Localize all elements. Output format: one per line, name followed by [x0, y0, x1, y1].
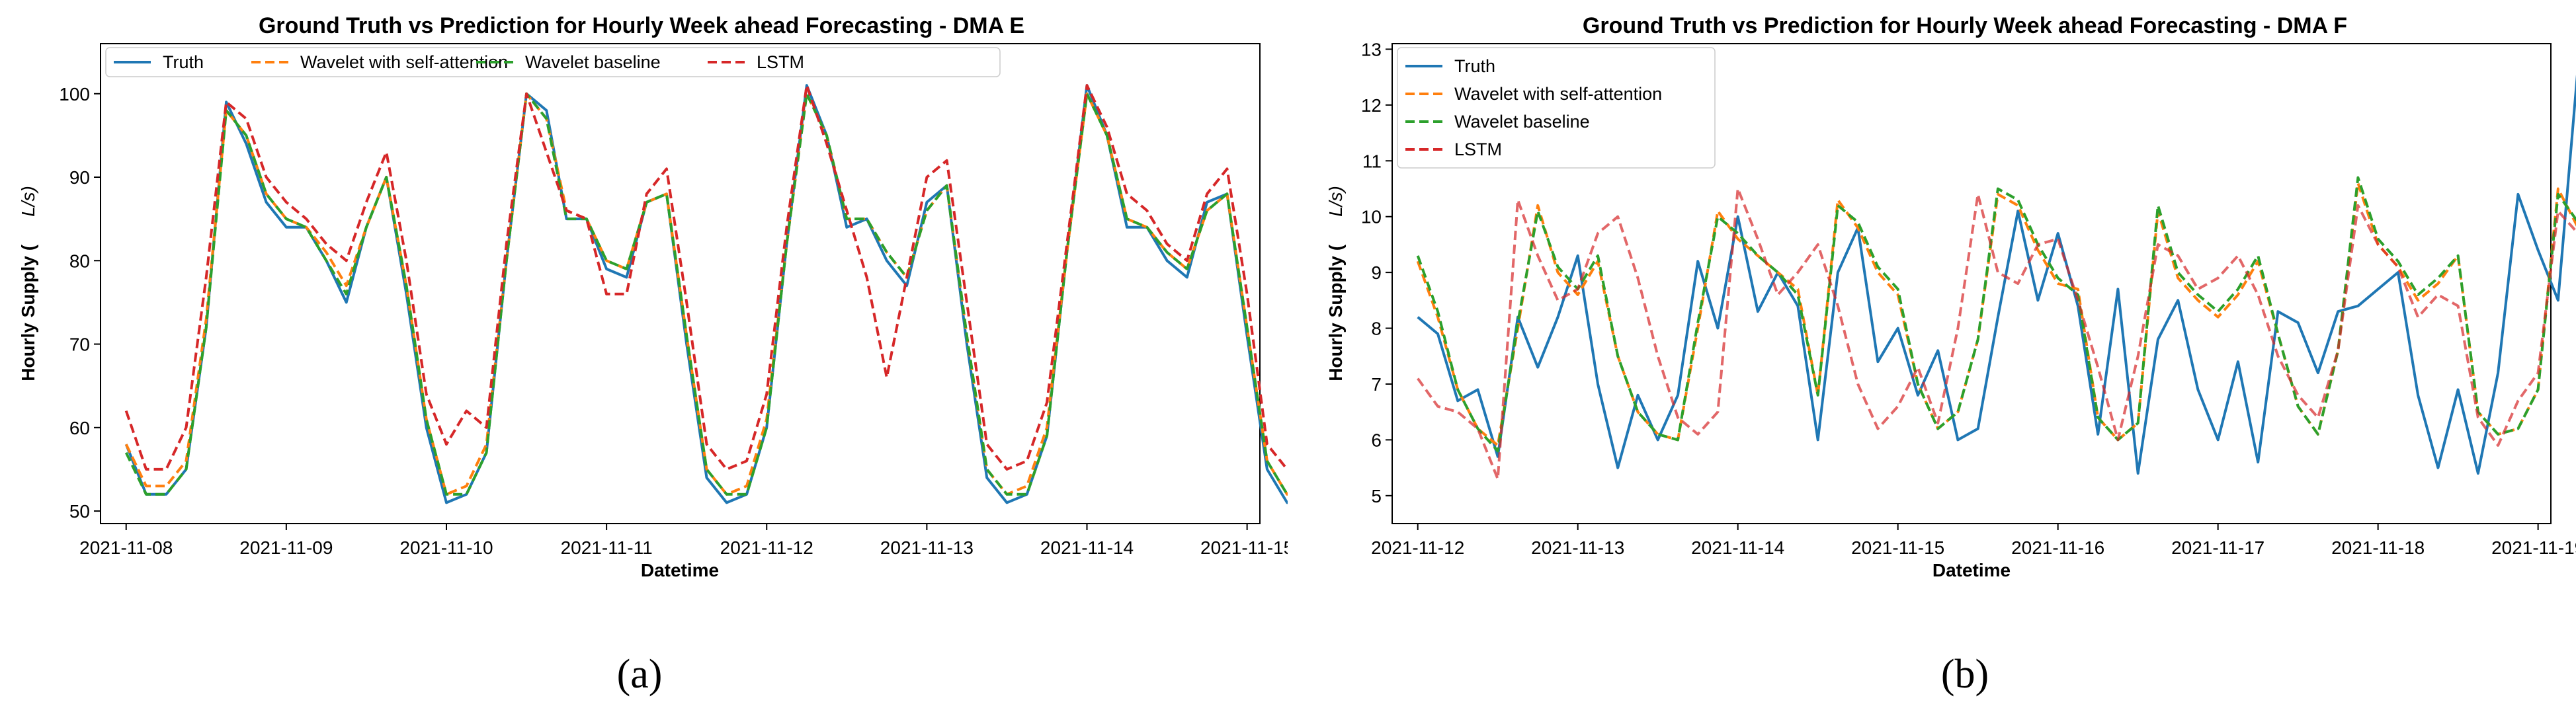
y-tick-label: 13	[1361, 39, 1382, 59]
legend-label-wavelet-baseline: Wavelet baseline	[1454, 112, 1590, 132]
x-tick-label: 2021-11-08	[79, 537, 173, 558]
y-tick-label: 5	[1371, 486, 1382, 506]
chart-b-panel-label: (b)	[1941, 652, 1989, 697]
x-tick-label: 2021-11-10	[399, 537, 493, 558]
x-tick-label: 2021-11-15	[1851, 537, 1944, 558]
x-tick-label: 2021-11-17	[2171, 537, 2264, 558]
series-line-wavelet-with-self-attention	[124, 67, 2069, 496]
y-tick-label: 12	[1361, 95, 1382, 116]
y-tick-label: 7	[1371, 374, 1382, 395]
series-line-truth	[1417, 74, 2576, 475]
chart-a-x-axis: 2021-11-08 2021-11-09 2021-11-10 2021-11-11…	[79, 524, 1294, 558]
chart-b-legend-box	[1397, 47, 1716, 169]
x-tick-label: 2021-11-15	[1200, 537, 1288, 558]
chart-a-svg: Ground Truth vs Prediction for Hourly We…	[18, 13, 2069, 697]
legend-label-lstm: LSTM	[1454, 139, 1502, 159]
y-tick-label: 60	[69, 418, 90, 438]
chart-b-y-axis-label: Hourly Supply ( L/s)	[1325, 186, 1346, 381]
series-line-wavelet-baseline	[124, 67, 2069, 496]
chart-a-x-axis-label: Datetime	[641, 560, 719, 580]
x-tick-label: 2021-11-16	[2011, 537, 2104, 558]
x-tick-label: 2021-11-19	[2491, 537, 2576, 558]
chart-a-legend: Truth Wavelet with self-attention Wavelet …	[105, 47, 1001, 77]
chart-b-series-lines	[1416, 74, 2576, 481]
legend-label-wavelet-baseline: Wavelet baseline	[525, 52, 661, 72]
y-tick-label: 6	[1371, 430, 1382, 450]
chart-a-y-axis: 50 60 70 80 90 100	[59, 84, 101, 522]
series-line-wavelet-with-self-attention	[1416, 182, 2576, 447]
chart-b-svg: Ground Truth vs Prediction for Hourly We…	[1325, 13, 2576, 697]
chart-b-x-axis-label: Datetime	[1932, 560, 2011, 580]
chart-b-title: Ground Truth vs Prediction for Hourly We…	[1583, 13, 2347, 38]
series-line-wavelet-baseline	[1416, 176, 2576, 453]
chart-panel-b: Ground Truth vs Prediction for Hourly We…	[1288, 0, 2576, 705]
chart-a-y-axis-label-unit: L/s)	[18, 186, 38, 217]
legend-label-truth: Truth	[1454, 56, 1495, 76]
chart-a-legend-box	[105, 47, 1001, 77]
y-tick-label: 100	[59, 84, 90, 104]
x-tick-label: 2021-11-14	[1691, 537, 1784, 558]
y-tick-label: 8	[1371, 319, 1382, 339]
chart-a-y-axis-label-main: Hourly Supply (	[18, 244, 38, 381]
y-tick-label: 70	[69, 334, 90, 355]
x-tick-label: 2021-11-13	[1531, 537, 1624, 558]
x-tick-label: 2021-11-18	[2331, 537, 2425, 558]
chart-panel-a: Ground Truth vs Prediction for Hourly We…	[0, 0, 2069, 705]
x-tick-label: 2021-11-12	[1371, 537, 1464, 558]
y-tick-label: 80	[69, 251, 90, 271]
y-tick-label: 11	[1362, 151, 1382, 171]
chart-a-y-axis-label: Hourly Supply ( L/s)	[18, 186, 38, 381]
y-tick-label: 10	[1361, 207, 1382, 227]
y-tick-label: 90	[69, 167, 90, 188]
series-line-lstm	[124, 67, 2069, 471]
chart-a-title: Ground Truth vs Prediction for Hourly We…	[259, 13, 1024, 38]
series-line-truth	[124, 59, 2069, 504]
x-tick-label: 2021-11-13	[880, 537, 974, 558]
chart-b-y-axis: 5 6 7 8 9 10 11 12 13	[1361, 39, 1392, 506]
y-tick-label: 9	[1371, 262, 1382, 283]
chart-a-series-lines	[124, 59, 2069, 504]
x-tick-label: 2021-11-14	[1040, 537, 1134, 558]
legend-label-wavelet-with-self-attention: Wavelet with self-attention	[300, 52, 508, 72]
chart-a-panel-label: (a)	[617, 652, 663, 697]
chart-a-plot-frame	[100, 43, 1261, 524]
chart-b-legend: Truth Wavelet with self-attention Wavelet …	[1397, 47, 1716, 169]
x-tick-label: 2021-11-12	[720, 537, 813, 558]
chart-b-y-axis-label-main: Hourly Supply (	[1325, 244, 1346, 381]
legend-label-wavelet-with-self-attention: Wavelet with self-attention	[1454, 84, 1662, 104]
chart-b-y-axis-label-unit: L/s)	[1325, 186, 1346, 217]
series-line-lstm	[1417, 187, 2576, 481]
y-tick-label: 50	[69, 501, 90, 522]
legend-label-lstm: LSTM	[757, 52, 804, 72]
legend-label-truth: Truth	[163, 52, 204, 72]
x-tick-label: 2021-11-11	[561, 537, 653, 558]
x-tick-label: 2021-11-09	[239, 537, 333, 558]
chart-b-x-axis: 2021-11-12 2021-11-13 2021-11-14 2021-11-15…	[1371, 524, 2576, 558]
